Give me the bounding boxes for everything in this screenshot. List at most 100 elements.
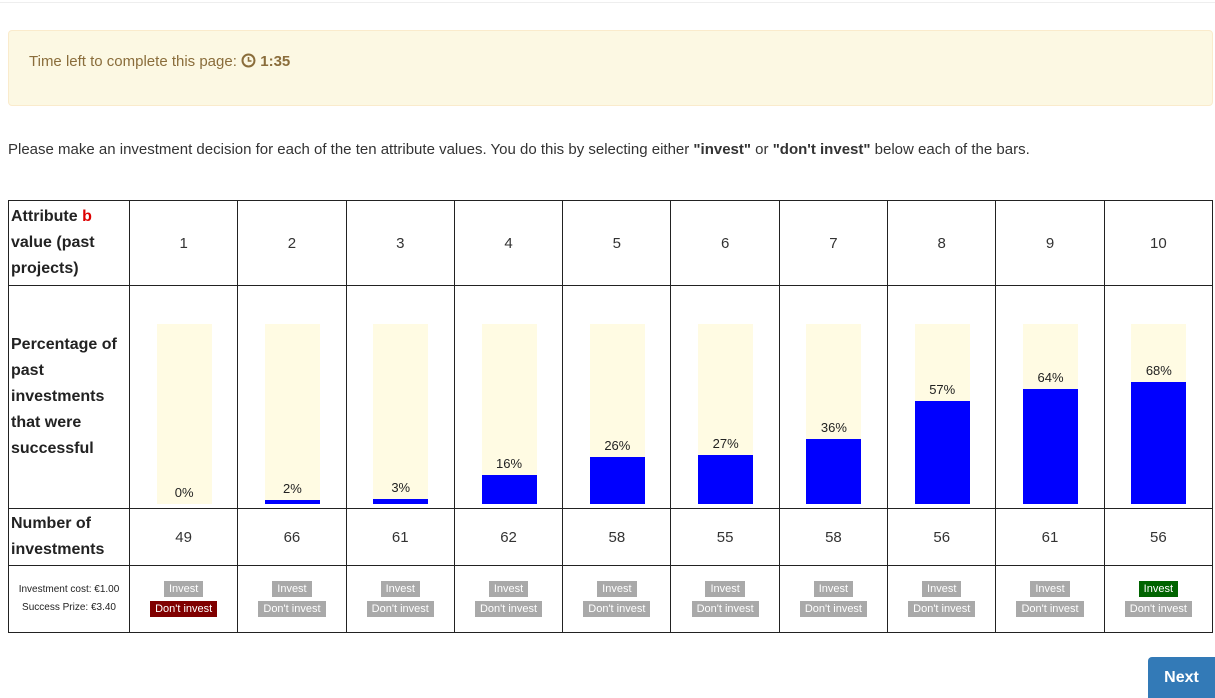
bar-track: 64% <box>1023 324 1079 504</box>
bar <box>481 475 537 504</box>
bar-track: 3% <box>373 324 429 504</box>
cell: 57% <box>888 288 995 506</box>
button-cell: Invest Don't invest <box>453 565 564 633</box>
decision-table: Attribute b value (past projects) 1 2 3 4 5 6 7… <box>8 200 1214 633</box>
text: b <box>82 208 92 225</box>
text: below each of the bars. <box>870 141 1030 158</box>
bar-cell: 64% <box>995 285 1105 509</box>
text: or <box>751 141 773 158</box>
bar-track: 26% <box>589 324 645 504</box>
cell: 3% <box>347 288 454 506</box>
cell: 2% <box>238 288 345 506</box>
instructions: Please make an investment decision for e… <box>8 138 1208 161</box>
invest-button[interactable]: Invest <box>922 581 962 597</box>
dont-invest-button[interactable]: Don't invest <box>691 601 759 617</box>
dont-invest-button[interactable]: Don't invest <box>1016 601 1084 617</box>
bar <box>264 500 320 504</box>
bar-track: 0% <box>156 324 212 504</box>
value-label: 16% <box>496 456 523 472</box>
text: "invest" <box>693 141 751 158</box>
bar-cell: 0% <box>128 285 239 509</box>
value-label: 3% <box>391 479 411 495</box>
dont-invest-button[interactable]: Don't invest <box>474 601 543 617</box>
bar <box>698 455 754 504</box>
cell: 26% <box>563 288 670 506</box>
bar-cell: 68% <box>1103 285 1214 509</box>
divider <box>0 0 1215 3</box>
count: 49 <box>128 508 239 566</box>
cost-cell: Investment cost: €1.00 Success Prize: €3.… <box>8 565 130 633</box>
button-cell: Invest Don't invest <box>1103 565 1214 633</box>
attribute-value: 4 <box>453 200 564 286</box>
button-cell: Invest Don't invest <box>237 565 347 633</box>
count-label: Number of investments <box>8 508 130 566</box>
attribute-value: 3 <box>345 200 455 286</box>
value-label: 2% <box>283 481 302 497</box>
timer-alert: Time left to complete this page: 1:35 <box>8 30 1213 106</box>
bar-cell: 57% <box>887 285 997 509</box>
dont-invest-button[interactable]: Don't invest <box>1124 601 1192 617</box>
value-label: 36% <box>820 420 847 436</box>
value-label: 26% <box>604 438 631 454</box>
cell: 16% <box>455 288 562 506</box>
button-cell: Invest Don't invest <box>670 565 780 633</box>
clock-icon <box>241 53 256 68</box>
invest-button[interactable]: Invest <box>597 581 637 597</box>
next-button[interactable]: Next <box>1148 657 1215 698</box>
dont-invest-button[interactable]: Don't invest <box>258 601 326 617</box>
timer-value: 1:35 <box>260 53 291 70</box>
text: Attribute <box>11 208 83 225</box>
prize: Success Prize: €3.40 <box>22 602 116 613</box>
bar-cell: 27% <box>670 285 780 509</box>
attribute-value: 6 <box>670 200 780 286</box>
cell: 68% <box>1105 288 1212 506</box>
count: 61 <box>995 508 1105 566</box>
count: 55 <box>670 508 780 566</box>
cell: 64% <box>996 288 1103 506</box>
bar <box>1023 388 1079 504</box>
attribute-value: 10 <box>1103 200 1214 286</box>
attribute-value: 2 <box>237 200 347 286</box>
cell: 27% <box>671 288 778 506</box>
count: 56 <box>1103 508 1214 566</box>
bar-cell: 36% <box>778 285 889 509</box>
count: 58 <box>778 508 889 566</box>
attribute-value: 1 <box>128 200 239 286</box>
bar-cell: 16% <box>453 285 564 509</box>
bar-cell: 3% <box>345 285 455 509</box>
dont-invest-button[interactable]: Don't invest <box>908 601 976 617</box>
bar-track: 2% <box>264 324 320 504</box>
invest-button[interactable]: Invest <box>705 581 745 597</box>
invest-button[interactable]: Invest <box>1138 581 1179 597</box>
button-cell: Invest Don't invest <box>778 565 889 633</box>
timer-text: Time left to complete this page: <box>29 53 237 70</box>
dont-invest-button[interactable]: Don't invest <box>583 601 651 617</box>
button-cell: Invest Don't invest <box>345 565 455 633</box>
bar-cell: 26% <box>562 285 672 509</box>
attribute-value: 5 <box>562 200 672 286</box>
bar <box>914 401 970 504</box>
bar-track: 57% <box>914 324 970 504</box>
bar-cell: 2% <box>237 285 347 509</box>
header-label: Attribute b value (past projects) <box>8 200 130 286</box>
value-label: 57% <box>929 382 956 398</box>
invest-button[interactable]: Invest <box>380 581 420 597</box>
dont-invest-button[interactable]: Don't invest <box>799 601 867 617</box>
button-cell: Invest Don't invest <box>887 565 997 633</box>
value-label: 68% <box>1145 362 1172 378</box>
dont-invest-button[interactable]: Don't invest <box>150 601 218 617</box>
invest-button[interactable]: Invest <box>813 581 854 597</box>
count: 58 <box>562 508 672 566</box>
invest-button[interactable]: Invest <box>163 581 204 597</box>
invest-button[interactable]: Invest <box>272 581 312 597</box>
invest-button[interactable]: Invest <box>1030 581 1070 597</box>
value-label: 64% <box>1037 369 1064 385</box>
percentage-label: Percentage of past investments that were… <box>8 285 130 509</box>
dont-invest-button[interactable]: Don't invest <box>366 601 434 617</box>
cell: 36% <box>780 288 887 506</box>
invest-button[interactable]: Invest <box>488 581 529 597</box>
value-label: 0% <box>174 485 194 500</box>
count: 66 <box>237 508 347 566</box>
cost: Investment cost: €1.00 <box>18 584 120 595</box>
